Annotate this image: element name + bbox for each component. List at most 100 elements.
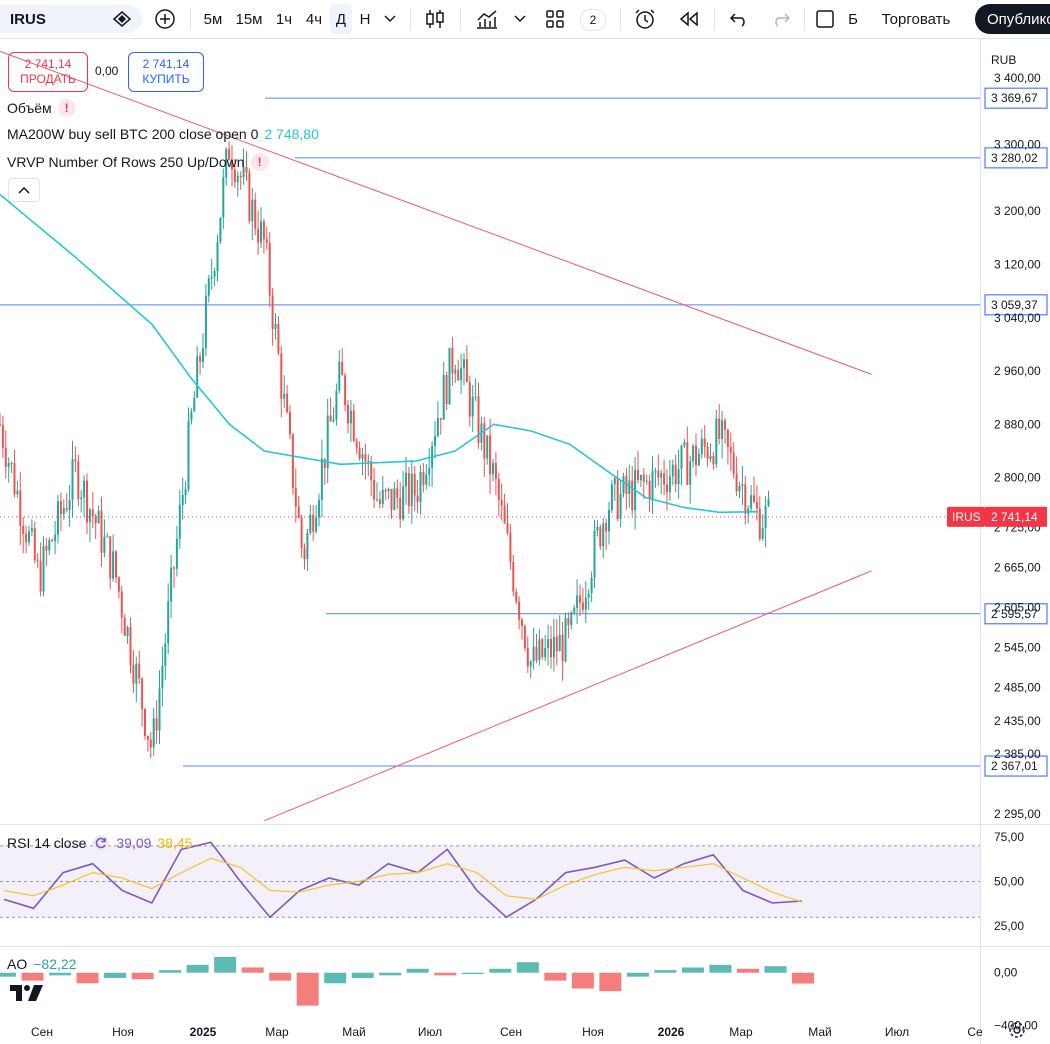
time-tick-label: Июл xyxy=(885,1025,909,1039)
currency-label[interactable]: RUB xyxy=(991,53,1017,67)
layout-button[interactable] xyxy=(540,0,570,38)
candle-body xyxy=(579,595,581,603)
indicators-dropdown[interactable] xyxy=(510,0,530,38)
candle-body xyxy=(251,199,254,222)
rsi-legend[interactable]: RSI 14 close 39,09 38,45 xyxy=(7,834,192,852)
price-tick-label: 2 295,00 xyxy=(994,807,1041,821)
candle-body xyxy=(0,424,1,426)
candle-body xyxy=(190,411,193,421)
ao-bar xyxy=(186,964,209,973)
interval-5m[interactable]: 5м xyxy=(203,10,223,28)
chart-canvas[interactable]: 3 369,67 3 280,02 3 059,37 2 595,57 2 367,01… xyxy=(0,38,1050,1044)
chart-type-button[interactable] xyxy=(420,0,450,38)
candle-body xyxy=(170,567,173,602)
candle-body xyxy=(184,488,187,496)
candle-body xyxy=(373,480,376,500)
candle-body xyxy=(509,532,512,563)
candle-body xyxy=(68,500,71,510)
price-tick-label: 2 545,00 xyxy=(994,640,1041,654)
candle-body xyxy=(518,601,521,620)
candle-body xyxy=(654,470,657,472)
settings-button[interactable] xyxy=(1008,1021,1026,1044)
trend-lines xyxy=(0,50,872,822)
time-tick-label: Мар xyxy=(729,1025,753,1039)
candle-body xyxy=(106,536,109,538)
toolbar-separator xyxy=(460,8,461,30)
volume-legend[interactable]: Объём ! xyxy=(7,99,76,117)
candle-body xyxy=(239,175,242,178)
ao-bar xyxy=(626,972,649,977)
candle-body xyxy=(512,562,515,592)
candle-body xyxy=(59,501,62,515)
interval-1h[interactable]: 1ч xyxy=(275,10,293,28)
ao-legend[interactable]: AO −82,22 xyxy=(7,956,76,972)
redo-icon xyxy=(775,13,791,27)
candle-body xyxy=(668,476,671,493)
interval-day[interactable]: Д xyxy=(330,4,352,34)
replay-button[interactable] xyxy=(674,0,704,38)
candle-body xyxy=(303,548,306,560)
candle-body xyxy=(332,419,335,422)
candle-body xyxy=(489,435,492,475)
candle-body xyxy=(419,472,422,503)
candle-body xyxy=(367,461,370,463)
toolbar-separator xyxy=(620,8,621,30)
redo-button[interactable] xyxy=(766,0,796,38)
undo-button[interactable] xyxy=(724,0,754,38)
candle-body xyxy=(599,526,602,547)
ao-bar xyxy=(571,972,594,989)
candle-body xyxy=(590,577,593,594)
candle-body xyxy=(268,243,271,296)
vrvp-legend[interactable]: VRVP Number Of Rows 250 Up/Down ! xyxy=(7,153,269,171)
horizontal-levels: 3 369,67 3 280,02 3 059,37 2 595,57 2 367,01 xyxy=(0,87,1048,777)
candle-body xyxy=(732,452,735,474)
interval-week[interactable]: Н xyxy=(359,10,371,28)
trade-button[interactable]: Торговать xyxy=(866,4,966,34)
interval-15m[interactable]: 15м xyxy=(235,10,263,28)
sell-button[interactable]: 2 741,14 ПРОДАТЬ xyxy=(8,52,88,92)
candle-body xyxy=(297,506,300,518)
candle-body xyxy=(80,497,83,499)
indicators-button[interactable] xyxy=(472,0,502,38)
candle-body xyxy=(613,478,616,485)
chevron-up-icon xyxy=(18,186,30,194)
price-tick-label: 2 665,00 xyxy=(994,561,1041,575)
current-price-tag xyxy=(985,506,1047,527)
top-toolbar: IRUS 5м 15м 1ч 4ч Д Н xyxy=(0,0,1050,39)
candlesticks xyxy=(0,141,770,759)
tradingview-logo[interactable] xyxy=(10,983,44,1006)
ma-legend[interactable]: MA200W buy sell BTC 200 close open 0 2 7… xyxy=(7,126,319,142)
candle-body xyxy=(767,499,770,506)
publish-button[interactable]: Опублико xyxy=(975,4,1050,34)
candle-body xyxy=(463,359,465,368)
rsi-ma-value: 38,45 xyxy=(157,835,193,851)
collapse-legend-button[interactable] xyxy=(8,178,40,202)
sell-label: ПРОДАТЬ xyxy=(20,72,76,86)
candle-body xyxy=(602,523,605,547)
ao-label: AO xyxy=(7,956,28,972)
candle-body xyxy=(738,485,741,492)
level-price-label: 2 367,01 xyxy=(991,759,1038,773)
price-tick-label: 3 400,00 xyxy=(994,71,1041,85)
compare-checkbox[interactable] xyxy=(812,0,838,38)
candle-body xyxy=(112,551,115,579)
candle-body xyxy=(436,418,439,436)
alert-button[interactable] xyxy=(630,0,660,38)
candle-body xyxy=(306,533,309,560)
candle-body xyxy=(245,167,248,173)
symbol-search[interactable]: IRUS xyxy=(0,5,142,33)
candle-body xyxy=(593,530,596,578)
candle-body xyxy=(605,523,608,532)
add-symbol-button[interactable] xyxy=(150,0,180,38)
candle-body xyxy=(465,359,468,383)
candle-body xyxy=(474,396,477,398)
interval-4h[interactable]: 4ч xyxy=(305,10,323,28)
buy-button[interactable]: 2 741,14 КУПИТЬ xyxy=(128,52,204,92)
candle-body xyxy=(721,420,724,439)
candle-body xyxy=(117,577,120,592)
level-price-tag xyxy=(984,147,1048,169)
candle-body xyxy=(352,410,355,441)
interval-dropdown[interactable] xyxy=(380,0,400,38)
grid-layout-icon xyxy=(546,10,564,28)
candle-body xyxy=(33,528,36,561)
